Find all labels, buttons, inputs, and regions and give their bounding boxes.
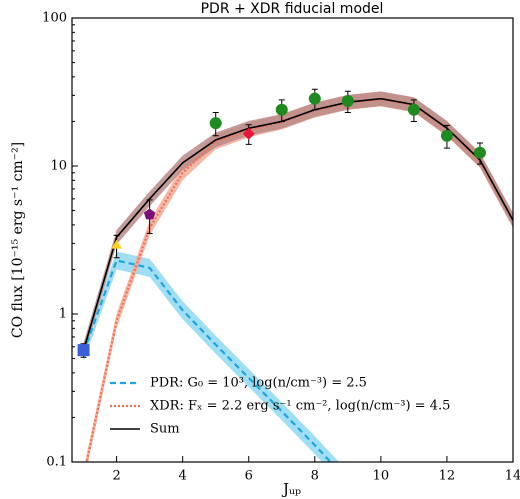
legend-label: PDR: G₀ = 10³, log(n/cm⁻³) = 2.5	[150, 376, 367, 391]
data-point	[111, 239, 122, 249]
series-line	[82, 97, 513, 351]
x-tick-label: 4	[179, 469, 187, 484]
y-tick-label: 0.1	[46, 455, 67, 470]
y-axis-label: CO flux [10⁻¹⁵ erg s⁻¹ cm⁻²]	[10, 142, 26, 338]
data-point	[440, 129, 453, 142]
x-axis-label: Jᵤₚ	[281, 480, 301, 498]
data-point	[275, 103, 288, 116]
data-point	[242, 127, 255, 140]
y-tick-label: 100	[42, 11, 67, 26]
data-point	[473, 146, 486, 159]
x-tick-label: 6	[245, 469, 253, 484]
data-point	[407, 103, 420, 116]
chart-title: PDR + XDR fiducial model	[201, 1, 384, 17]
x-tick-label: 8	[311, 469, 319, 484]
y-tick-label: 10	[50, 159, 67, 174]
y-tick-label: 1	[59, 307, 67, 322]
x-tick-label: 12	[439, 469, 456, 484]
data-point	[308, 92, 321, 105]
band	[83, 251, 339, 462]
series-line	[82, 259, 333, 462]
legend-label: XDR: Fₓ = 2.2 erg s⁻¹ cm⁻², log(n/cm⁻³) …	[150, 399, 450, 414]
data-point	[341, 94, 354, 107]
plot-frame	[71, 17, 514, 463]
data-point	[143, 208, 156, 220]
plot-area	[77, 88, 513, 462]
data-point	[209, 117, 222, 130]
x-tick-label: 14	[505, 469, 520, 484]
x-tick-label: 10	[373, 469, 390, 484]
legend-label: Sum	[150, 422, 180, 437]
data-point	[77, 344, 90, 357]
x-tick-label: 2	[112, 469, 120, 484]
